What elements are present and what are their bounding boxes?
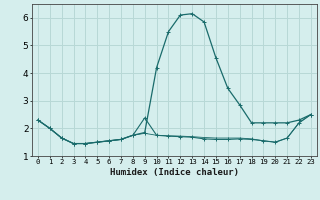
X-axis label: Humidex (Indice chaleur): Humidex (Indice chaleur) <box>110 168 239 177</box>
